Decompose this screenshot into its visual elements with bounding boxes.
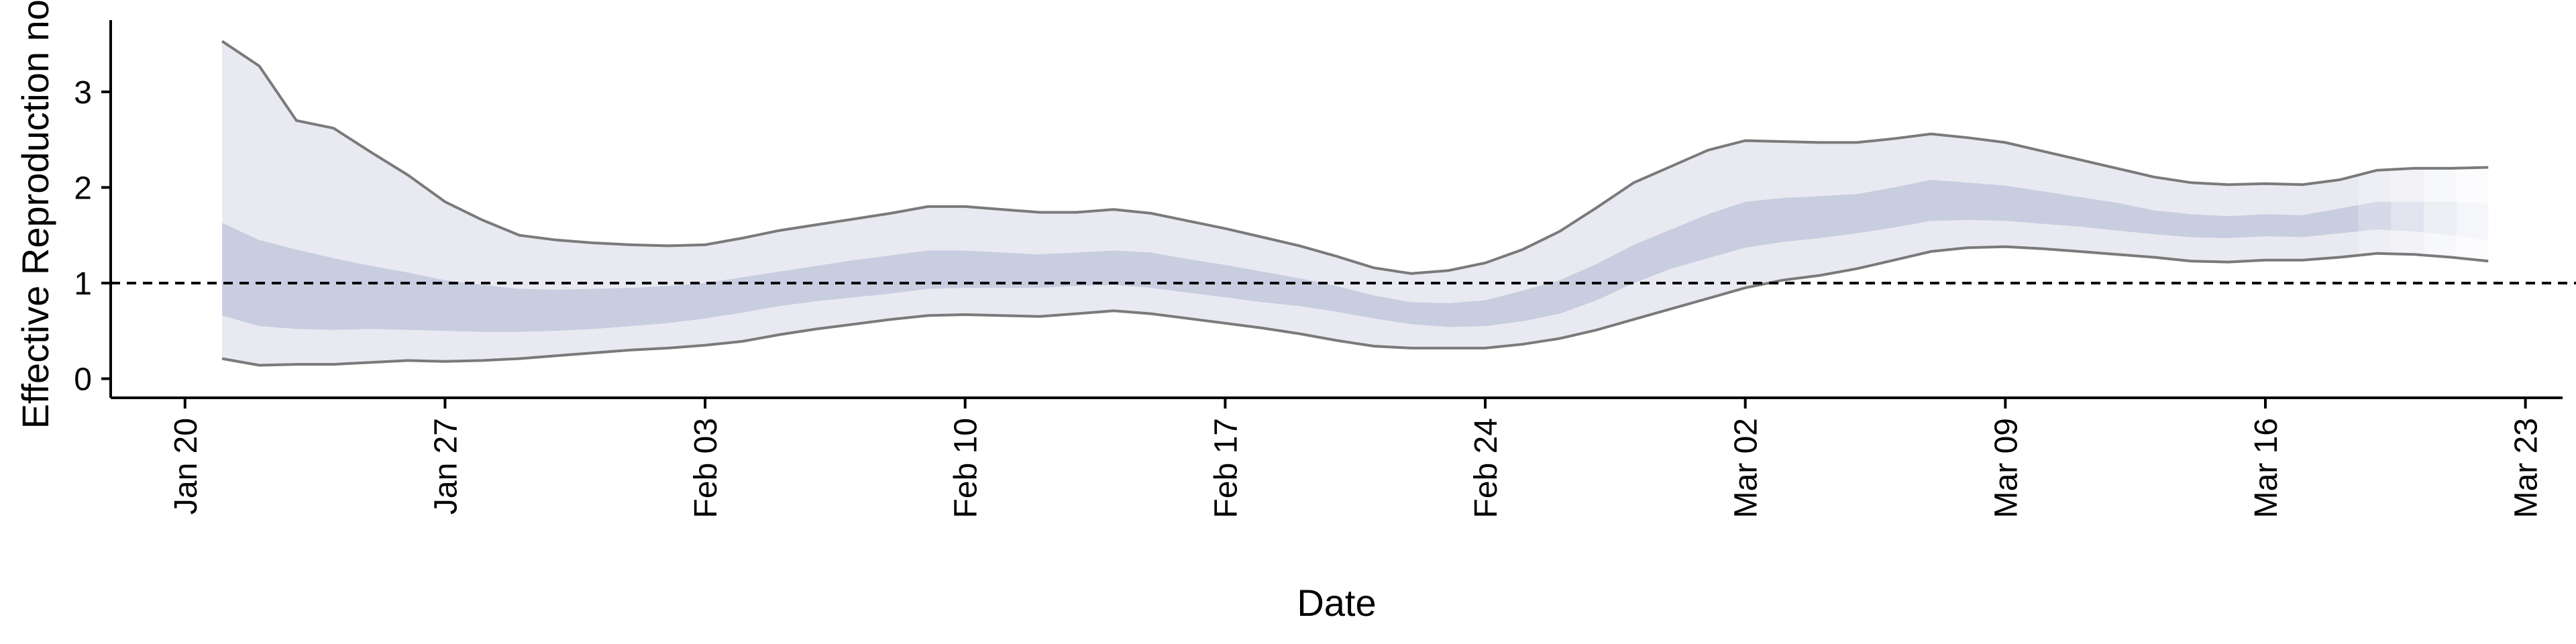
recent-estimate-fade	[2424, 20, 2457, 384]
recent-estimate-fade	[2457, 20, 2490, 384]
recent-estimate-fade	[2358, 20, 2392, 384]
x-tick-label: Jan 20	[168, 418, 204, 515]
y-tick-label: 1	[74, 266, 92, 302]
y-axis-ticks: 0 1 2 3	[74, 75, 111, 397]
y-tick-label: 0	[74, 362, 92, 397]
x-tick-label: Feb 03	[688, 418, 724, 518]
x-tick-label: Feb 10	[949, 418, 984, 518]
x-axis-title: Date	[1297, 582, 1376, 624]
bound-lines	[221, 40, 2489, 367]
interval-50-band	[222, 180, 2489, 332]
y-tick-label: 3	[74, 75, 92, 111]
x-tick-label: Mar 02	[1729, 418, 1764, 518]
x-tick-label: Jan 27	[428, 418, 464, 515]
upper-bound-line	[221, 40, 2489, 275]
y-tick-label: 2	[74, 170, 92, 206]
recent-estimate-fade	[2391, 20, 2424, 384]
x-axis-ticks: Jan 20 Jan 27 Feb 03 Feb 10 Feb 17 Feb 24 Mar …	[168, 398, 2544, 518]
x-tick-label: Feb 24	[1468, 418, 1504, 518]
x-tick-label: Mar 16	[2249, 418, 2284, 518]
x-tick-label: Mar 23	[2509, 418, 2544, 518]
uncertainty-bands	[222, 20, 2490, 384]
lower-bound-line	[221, 245, 2489, 367]
y-axis-title: Effective Reproduction no.	[14, 0, 56, 429]
x-tick-label: Mar 09	[1988, 418, 2024, 518]
x-tick-label: Feb 17	[1208, 418, 1244, 518]
